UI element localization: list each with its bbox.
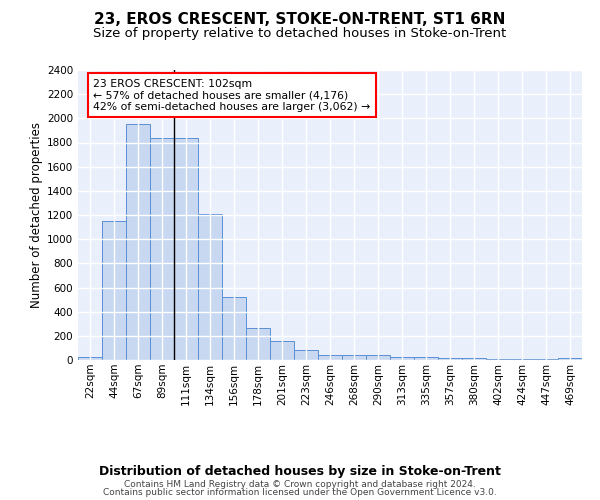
Text: 23, EROS CRESCENT, STOKE-ON-TRENT, ST1 6RN: 23, EROS CRESCENT, STOKE-ON-TRENT, ST1 6… [94, 12, 506, 28]
Bar [294, 350, 318, 360]
Bar [150, 138, 174, 360]
Text: Distribution of detached houses by size in Stoke-on-Trent: Distribution of detached houses by size … [99, 464, 501, 477]
Bar [174, 138, 198, 360]
Bar [102, 221, 126, 360]
Bar [366, 356, 390, 360]
Bar [510, 359, 534, 360]
Y-axis label: Number of detached properties: Number of detached properties [30, 122, 43, 308]
Bar [414, 358, 438, 360]
Text: Size of property relative to detached houses in Stoke-on-Trent: Size of property relative to detached ho… [94, 28, 506, 40]
Bar [438, 358, 462, 360]
Text: Contains HM Land Registry data © Crown copyright and database right 2024.: Contains HM Land Registry data © Crown c… [124, 480, 476, 489]
Bar [342, 355, 366, 360]
Bar [126, 124, 150, 360]
Bar [558, 358, 582, 360]
Bar [318, 354, 342, 360]
Bar [78, 356, 102, 360]
Bar [246, 328, 270, 360]
Bar [198, 214, 222, 360]
Bar [486, 359, 510, 360]
Text: Contains public sector information licensed under the Open Government Licence v3: Contains public sector information licen… [103, 488, 497, 497]
Text: 23 EROS CRESCENT: 102sqm
← 57% of detached houses are smaller (4,176)
42% of sem: 23 EROS CRESCENT: 102sqm ← 57% of detach… [93, 78, 370, 112]
Bar [270, 342, 294, 360]
Bar [390, 358, 414, 360]
Bar [462, 358, 486, 360]
Bar [222, 297, 246, 360]
